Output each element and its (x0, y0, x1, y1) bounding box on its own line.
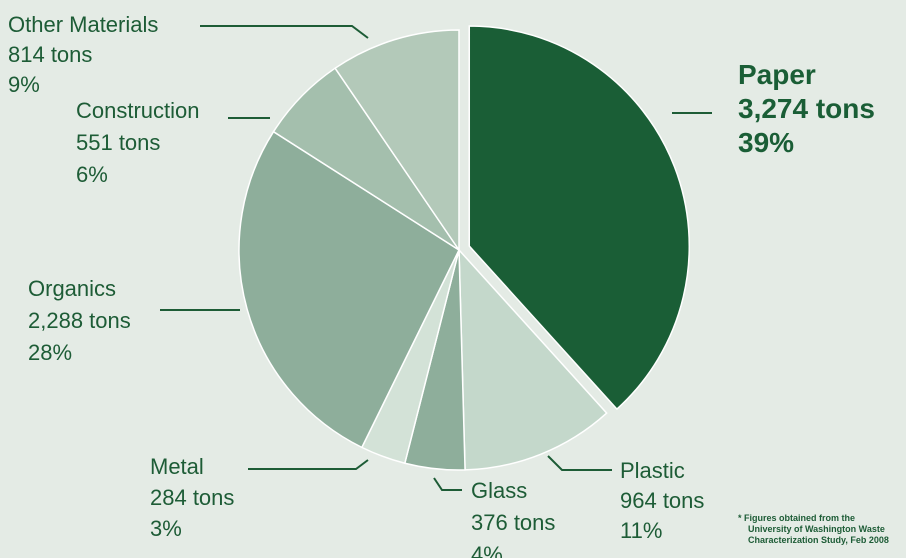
slice-label-metal-name: Metal (150, 454, 204, 479)
slice-label-organics-name: Organics (28, 276, 116, 301)
slice-label-paper-percent: 39% (738, 127, 794, 158)
slice-label-construction-name: Construction (76, 98, 200, 123)
slice-label-plastic-value: 964 tons (620, 488, 704, 513)
slice-label-construction-value: 551 tons (76, 130, 160, 155)
slice-label-other-materials-name: Other Materials (8, 12, 158, 37)
footnote-line-3: Characterization Study, Feb 2008 (748, 535, 889, 545)
slice-label-paper-name: Paper (738, 59, 816, 90)
slice-label-organics: Organics 2,288 tons 28% (28, 276, 131, 365)
pie-slice-organics (238, 130, 460, 449)
slice-label-glass: Glass 376 tons 4% (471, 478, 555, 558)
footnote-line-1: * Figures obtained from the (738, 513, 855, 523)
footnote: * Figures obtained from the University o… (738, 513, 889, 545)
slice-label-plastic-percent: 11% (620, 518, 662, 543)
slice-label-other-materials: Other Materials 814 tons 9% (8, 12, 158, 97)
pie-slice-other-materials (334, 29, 460, 253)
slice-labels: Paper 3,274 tons 39% Plastic 964 tons 11% Glas… (8, 12, 875, 558)
slice-label-construction-percent: 6% (76, 162, 108, 187)
slice-label-plastic-name: Plastic (620, 458, 685, 483)
slice-label-glass-value: 376 tons (471, 510, 555, 535)
leader-line-glass (433, 477, 462, 491)
slice-label-glass-percent: 4% (471, 542, 503, 558)
leader-line-plastic (547, 455, 612, 471)
pie-slices (238, 25, 691, 471)
slice-label-metal-value: 284 tons (150, 485, 234, 510)
slice-label-organics-value: 2,288 tons (28, 308, 131, 333)
pie-slice-plastic (458, 247, 608, 471)
slice-label-plastic: Plastic 964 tons 11% (620, 458, 704, 543)
slice-label-other-materials-value: 814 tons (8, 42, 92, 67)
slice-label-paper-value: 3,274 tons (738, 93, 875, 124)
slice-label-paper: Paper 3,274 tons 39% (738, 59, 875, 158)
slice-label-construction: Construction 551 tons 6% (76, 98, 200, 187)
slice-label-metal-percent: 3% (150, 516, 182, 541)
pie-slice-paper (468, 25, 691, 411)
leader-line-other-materials (200, 25, 369, 39)
slice-label-metal: Metal 284 tons 3% (150, 454, 234, 541)
slice-label-other-materials-percent: 9% (8, 72, 40, 97)
slice-label-organics-percent: 28% (28, 340, 72, 365)
leader-line-metal (248, 459, 369, 470)
leader-lines (160, 25, 712, 491)
footnote-line-2: University of Washington Waste (748, 524, 885, 534)
slice-label-glass-name: Glass (471, 478, 527, 503)
